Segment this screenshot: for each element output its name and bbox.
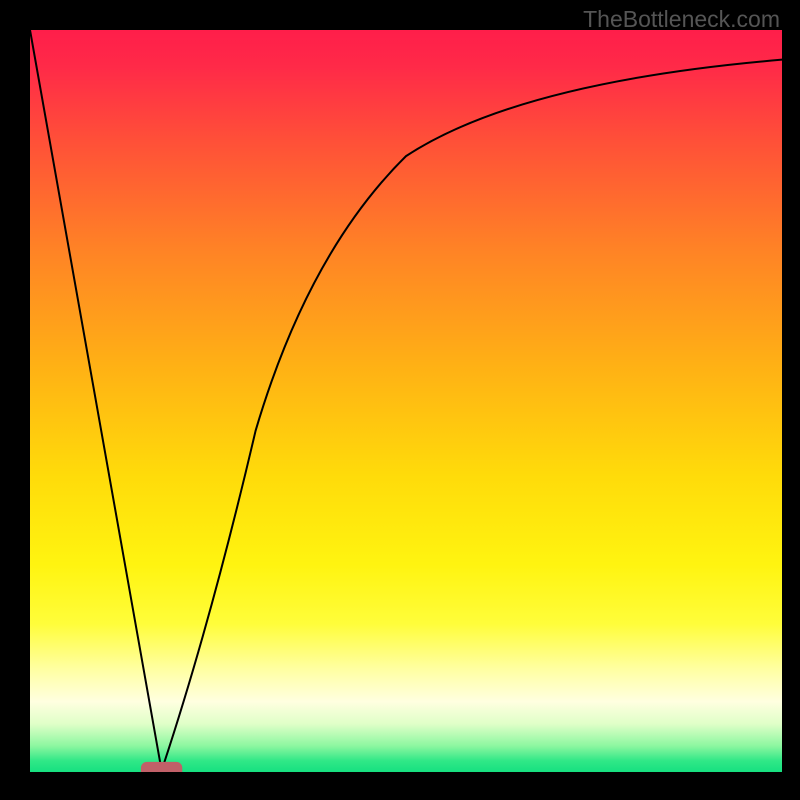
chart-container: TheBottleneck.com bbox=[0, 0, 800, 800]
watermark-text: TheBottleneck.com bbox=[583, 6, 780, 33]
bottleneck-chart bbox=[0, 0, 800, 800]
